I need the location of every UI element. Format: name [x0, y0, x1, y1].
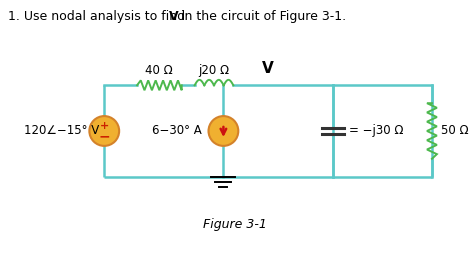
Text: V: V [262, 61, 274, 76]
Circle shape [209, 116, 238, 146]
Text: −: − [99, 130, 110, 143]
Text: 6−30° A: 6−30° A [152, 124, 201, 137]
Text: Figure 3-1: Figure 3-1 [203, 218, 267, 231]
Circle shape [90, 116, 119, 146]
Text: = −j30 Ω: = −j30 Ω [348, 124, 403, 137]
Text: j20 Ω: j20 Ω [199, 64, 229, 77]
Text: in the circuit of Figure 3-1.: in the circuit of Figure 3-1. [177, 10, 346, 23]
Text: +: + [100, 121, 109, 131]
Text: V: V [169, 10, 178, 23]
Text: 1. Use nodal analysis to find: 1. Use nodal analysis to find [8, 10, 189, 23]
Text: 120∠−15° V: 120∠−15° V [24, 124, 99, 137]
Text: 50 Ω: 50 Ω [441, 124, 468, 137]
Text: 40 Ω: 40 Ω [146, 64, 173, 77]
